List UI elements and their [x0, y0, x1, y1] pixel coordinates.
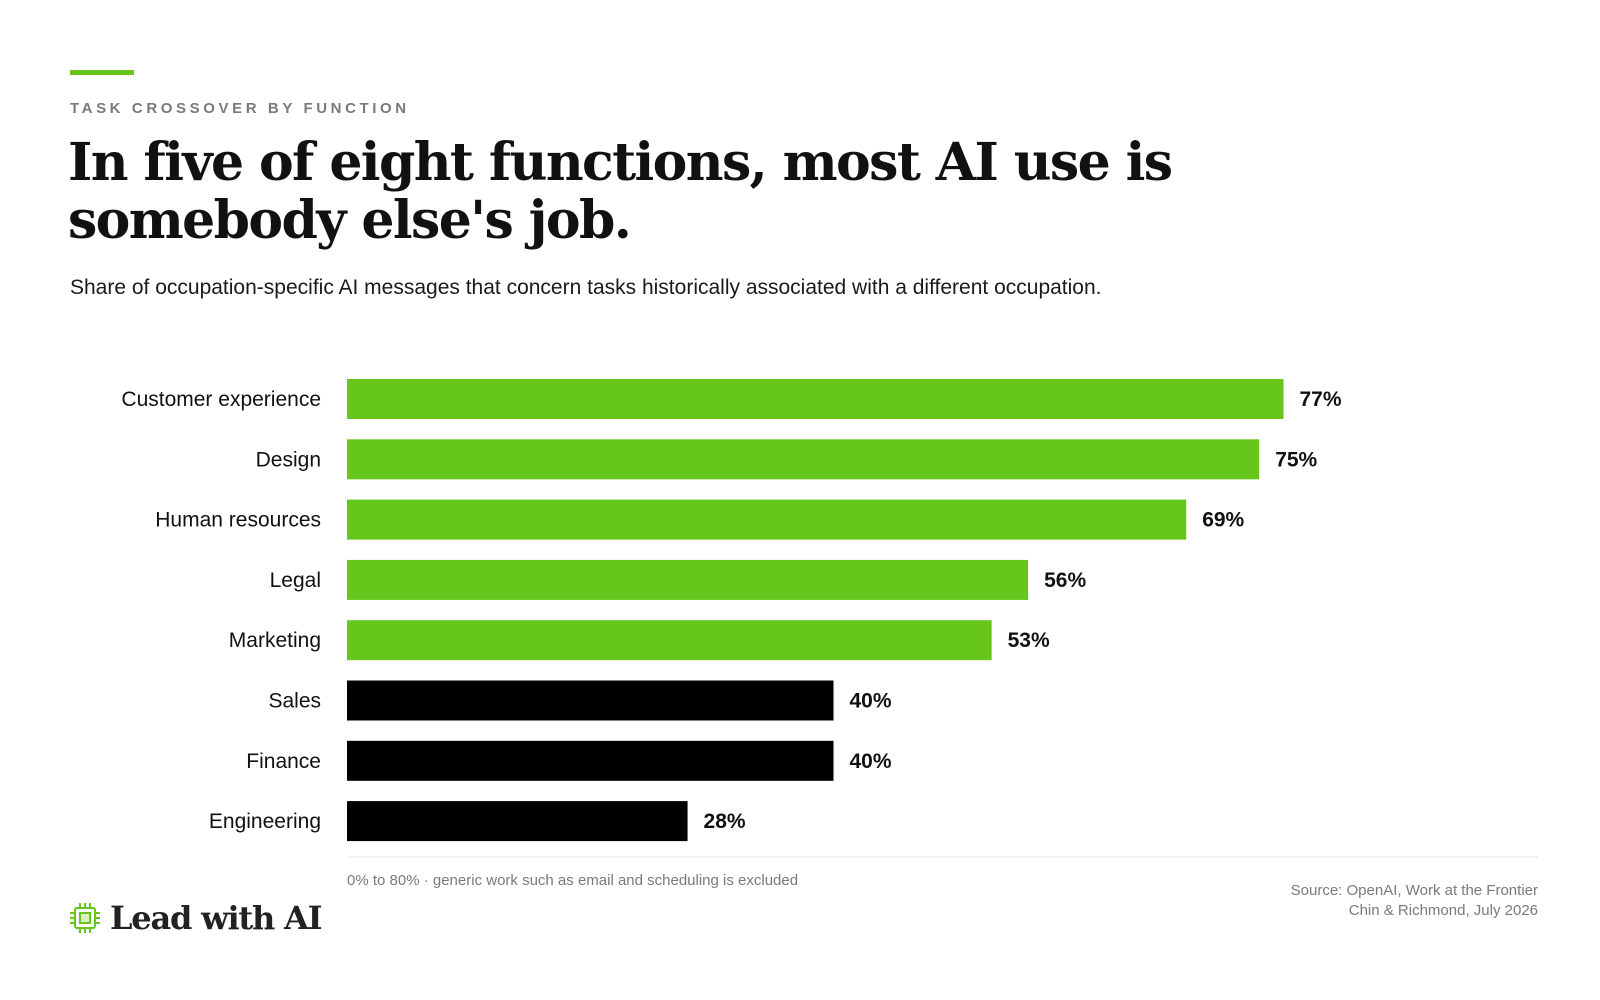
category-label: Design [256, 448, 321, 471]
value-label: 77% [1300, 388, 1342, 411]
page-title: In five of eight functions, most AI use … [68, 132, 1173, 251]
category-label: Legal [270, 569, 321, 592]
chart-subtitle: Share of occupation-specific AI messages… [70, 276, 1102, 299]
value-label: 56% [1044, 569, 1086, 592]
source-note: Source: OpenAI, Work at the Frontier Chi… [1291, 881, 1538, 921]
bar [347, 379, 1284, 419]
bar [347, 620, 992, 661]
source-line-1: Source: OpenAI, Work at the Frontier [1290, 882, 1538, 899]
bar [347, 801, 688, 842]
category-label: Marketing [229, 629, 321, 652]
category-label: Sales [268, 690, 321, 713]
bar [347, 680, 834, 721]
category-label: Finance [246, 750, 321, 773]
value-label: 69% [1202, 509, 1244, 532]
value-label: 28% [704, 810, 746, 833]
category-label: Customer experience [121, 388, 321, 411]
bar [347, 559, 1029, 600]
accent-rule [70, 70, 134, 75]
eyebrow-label: TASK CROSSOVER BY FUNCTION [70, 100, 410, 117]
value-label: 75% [1275, 448, 1317, 471]
brand-logo: Lead with AI [68, 896, 323, 940]
bar [347, 499, 1187, 540]
category-label: Human resources [155, 509, 321, 532]
bar [347, 740, 834, 781]
logo-text: Lead with AI [110, 899, 323, 937]
category-label: Engineering [209, 810, 321, 833]
bar-chart: Customer experience 77% Design 75% Human res… [121, 379, 1538, 858]
source-line-2: Chin & Richmond, July 2026 [1348, 902, 1538, 919]
chip-icon [68, 901, 102, 935]
chart-footnote: 0% to 80% · generic work such as email a… [347, 872, 799, 889]
value-label: 40% [850, 690, 892, 713]
bar [347, 439, 1260, 480]
value-label: 40% [850, 750, 892, 773]
value-label: 53% [1008, 629, 1050, 652]
